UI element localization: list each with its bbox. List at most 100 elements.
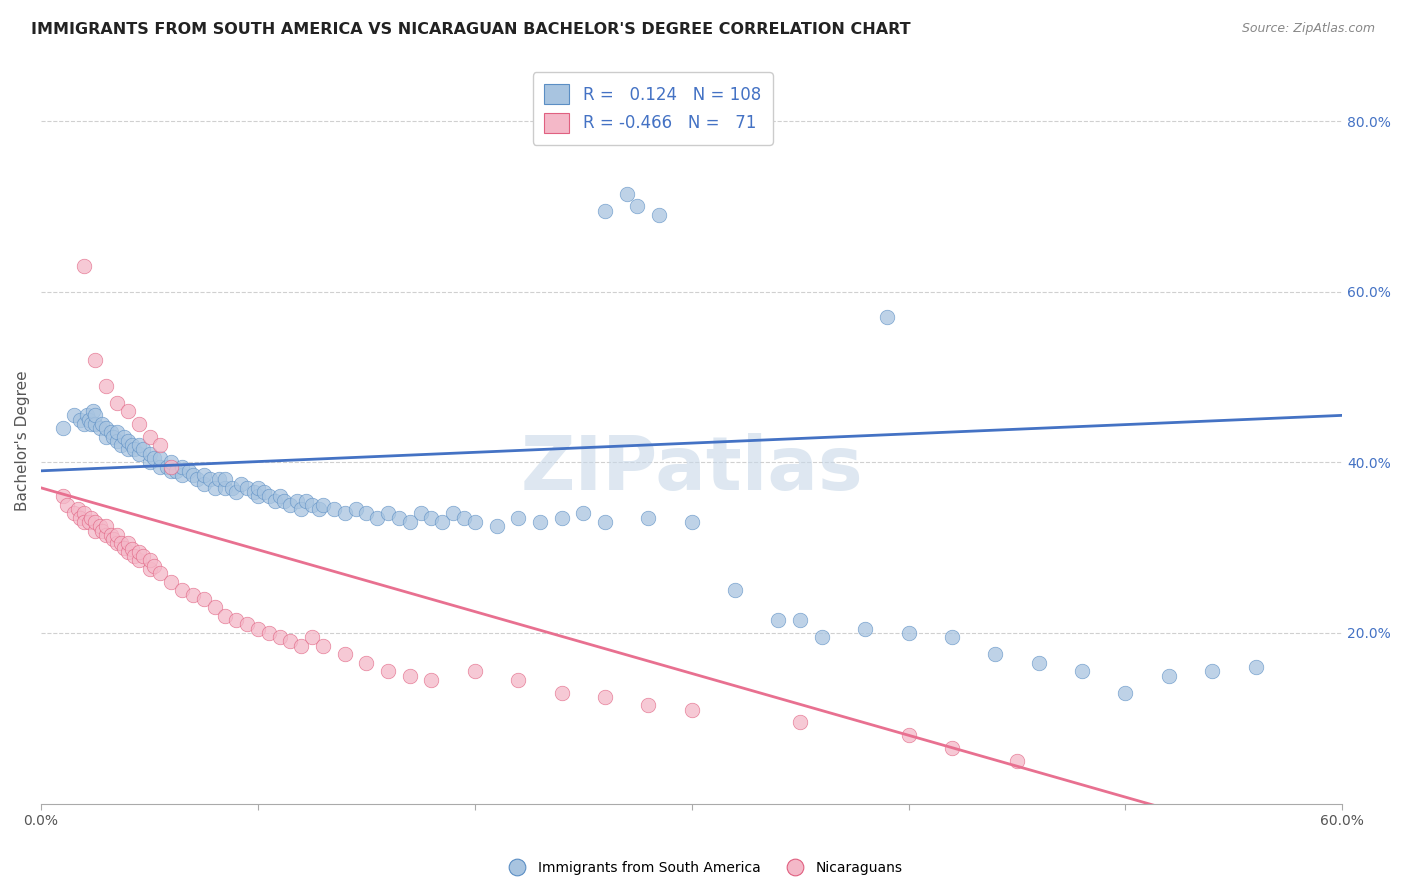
Point <box>294 493 316 508</box>
Point <box>84 352 107 367</box>
Point <box>121 438 143 452</box>
Point <box>160 455 183 469</box>
Point <box>257 490 280 504</box>
Point <box>128 417 150 431</box>
Point <box>366 510 388 524</box>
Point <box>96 430 118 444</box>
Point <box>177 464 200 478</box>
Point <box>264 493 287 508</box>
Point <box>637 698 659 713</box>
Point <box>941 741 963 756</box>
Point <box>105 395 128 409</box>
Point <box>810 630 832 644</box>
Point <box>105 434 128 448</box>
Point <box>246 622 269 636</box>
Point <box>156 459 179 474</box>
Point <box>225 485 247 500</box>
Point <box>90 524 112 538</box>
Point <box>441 507 464 521</box>
Point <box>200 472 222 486</box>
Point <box>76 409 98 423</box>
Point <box>90 417 112 431</box>
Point <box>508 673 530 687</box>
Point <box>82 404 104 418</box>
Text: Source: ZipAtlas.com: Source: ZipAtlas.com <box>1241 22 1375 36</box>
Point <box>165 464 187 478</box>
Point <box>132 549 155 563</box>
Point <box>138 430 160 444</box>
Point <box>138 553 160 567</box>
Point <box>236 617 259 632</box>
Point <box>290 639 312 653</box>
Point <box>73 417 96 431</box>
Y-axis label: Bachelor's Degree: Bachelor's Degree <box>15 371 30 511</box>
Point <box>117 536 139 550</box>
Point <box>132 442 155 457</box>
Point <box>96 421 118 435</box>
Point <box>681 515 703 529</box>
Point <box>398 668 420 682</box>
Point <box>101 532 124 546</box>
Point <box>149 438 172 452</box>
Point <box>96 378 118 392</box>
Point <box>117 434 139 448</box>
Point <box>432 515 454 529</box>
Point <box>485 519 508 533</box>
Point <box>73 507 96 521</box>
Point <box>149 566 172 581</box>
Point <box>626 199 648 213</box>
Point <box>280 498 302 512</box>
Point <box>128 553 150 567</box>
Point <box>112 541 135 555</box>
Point <box>142 559 165 574</box>
Point <box>453 510 475 524</box>
Point <box>508 510 530 524</box>
Point <box>681 703 703 717</box>
Legend: R =   0.124   N = 108, R = -0.466   N =   71: R = 0.124 N = 108, R = -0.466 N = 71 <box>533 72 773 145</box>
Point <box>77 515 100 529</box>
Point <box>73 515 96 529</box>
Point <box>100 425 122 440</box>
Point <box>344 502 367 516</box>
Point <box>62 507 84 521</box>
Point <box>84 417 107 431</box>
Point <box>789 715 811 730</box>
Point <box>333 647 356 661</box>
Text: IMMIGRANTS FROM SOUTH AMERICA VS NICARAGUAN BACHELOR'S DEGREE CORRELATION CHART: IMMIGRANTS FROM SOUTH AMERICA VS NICARAG… <box>31 22 911 37</box>
Point <box>105 425 128 440</box>
Point <box>193 476 215 491</box>
Point <box>84 524 107 538</box>
Point <box>170 583 193 598</box>
Point <box>66 502 89 516</box>
Point <box>269 490 291 504</box>
Point <box>52 421 75 435</box>
Point <box>69 510 91 524</box>
Point <box>138 562 160 576</box>
Point <box>768 613 790 627</box>
Point <box>149 450 172 465</box>
Point <box>160 459 183 474</box>
Point <box>208 472 231 486</box>
Point <box>73 259 96 273</box>
Point <box>420 510 443 524</box>
Point <box>301 498 323 512</box>
Point <box>572 507 595 521</box>
Point <box>149 459 172 474</box>
Point <box>186 472 208 486</box>
Point <box>356 656 378 670</box>
Point <box>1005 754 1028 768</box>
Point <box>138 455 160 469</box>
Point <box>897 626 920 640</box>
Point <box>984 647 1007 661</box>
Point <box>96 528 118 542</box>
Point <box>409 507 432 521</box>
Point <box>110 536 132 550</box>
Point <box>56 498 79 512</box>
Point <box>105 536 128 550</box>
Point <box>128 545 150 559</box>
Point <box>246 481 269 495</box>
Point <box>193 468 215 483</box>
Point <box>1028 656 1050 670</box>
Point <box>1157 668 1180 682</box>
Point <box>897 728 920 742</box>
